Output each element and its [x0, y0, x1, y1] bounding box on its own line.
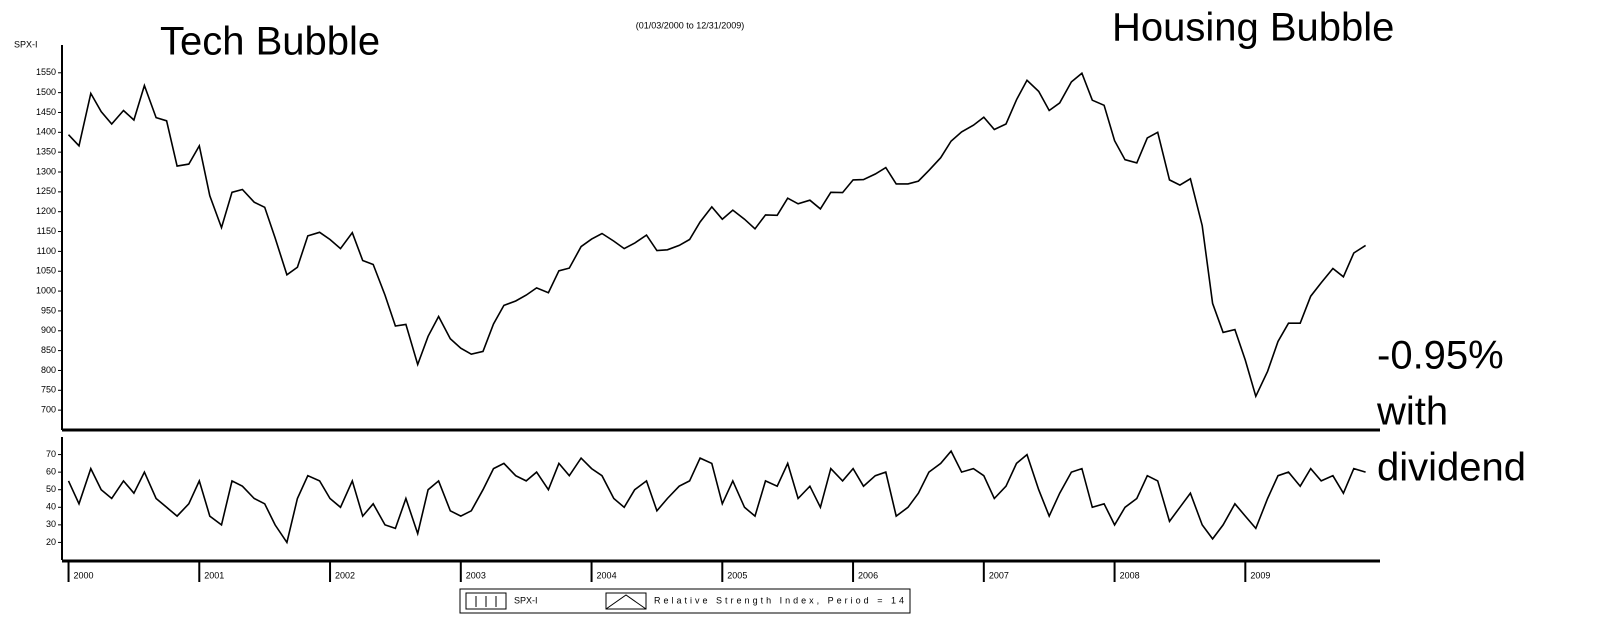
price-line	[67, 449, 1366, 545]
x-tick-label: 2002	[335, 570, 355, 580]
annotation: -0.95%	[1377, 334, 1504, 378]
legend-icon	[465, 592, 647, 610]
annotation: Housing Bubble	[1112, 6, 1394, 50]
legend-label: Relative Strength Index, Period = 14	[654, 595, 904, 605]
y-tick-label: 750	[41, 385, 56, 395]
y-tick-label: 70	[46, 449, 56, 459]
x-tick-label: 2006	[858, 570, 878, 580]
y-tick-label: 40	[46, 502, 56, 512]
y-tick-label: 1550	[36, 67, 56, 77]
y-tick-label: 1400	[36, 127, 56, 137]
y-tick-label: 1350	[36, 147, 56, 157]
price-line	[67, 71, 1367, 399]
y-tick-label: 1200	[36, 206, 56, 216]
chart-subtitle: (01/03/2000 to 12/31/2009)	[636, 20, 745, 30]
y-axis-label: SPX-I	[14, 39, 38, 49]
y-tick-label: 950	[41, 305, 56, 315]
x-tick-label: 2009	[1250, 570, 1270, 580]
y-tick-label: 700	[41, 405, 56, 415]
x-tick-label: 2004	[597, 570, 617, 580]
y-tick-label: 60	[46, 467, 56, 477]
y-tick-label: 800	[41, 365, 56, 375]
x-tick-label: 2001	[204, 570, 224, 580]
x-tick-label: 2003	[466, 570, 486, 580]
y-tick-label: 30	[46, 519, 56, 529]
y-tick-label: 850	[41, 345, 56, 355]
legend-box	[459, 588, 911, 614]
y-tick-label: 50	[46, 484, 56, 494]
y-tick-label: 1000	[36, 285, 56, 295]
y-tick-label: 900	[41, 325, 56, 335]
annotation: dividend	[1377, 446, 1526, 490]
y-tick-label: 1050	[36, 266, 56, 276]
x-tick-label: 2007	[989, 570, 1009, 580]
y-tick-label: 1300	[36, 166, 56, 176]
legend-label: SPX-I	[514, 595, 538, 605]
y-tick-label: 20	[46, 537, 56, 547]
x-tick-label: 2000	[74, 570, 94, 580]
y-tick-label: 1450	[36, 107, 56, 117]
annotation: Tech Bubble	[160, 20, 380, 64]
annotation: with	[1376, 390, 1448, 434]
x-tick-label: 2005	[727, 570, 747, 580]
y-tick-label: 1100	[37, 246, 56, 256]
x-tick-label: 2008	[1120, 570, 1140, 580]
y-tick-label: 1150	[37, 226, 56, 236]
legend	[459, 588, 911, 614]
y-tick-label: 1250	[36, 186, 56, 196]
y-tick-label: 1500	[36, 87, 56, 97]
